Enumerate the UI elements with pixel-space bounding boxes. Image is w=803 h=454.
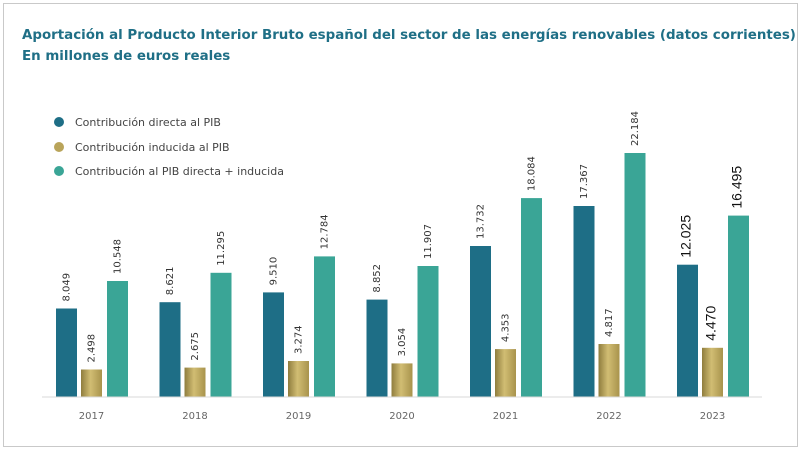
- bar-2020-series-2: [391, 363, 413, 397]
- chart-subtitle: En millones de euros reales: [22, 49, 231, 64]
- legend-marker-3: [54, 166, 64, 176]
- value-label-2022-series-2: 4.817: [604, 308, 615, 337]
- value-label-2019-series-3: 12.784: [320, 214, 331, 249]
- bar-2022-series-3: [624, 153, 646, 397]
- value-label-2022-series-1: 17.367: [579, 164, 590, 199]
- bar-2018-series-2: [184, 367, 206, 397]
- bar-2021-series-2: [495, 349, 516, 397]
- bar-2021-series-1: [470, 246, 491, 397]
- bar-2017-series-1: [56, 308, 77, 397]
- bar-2020-series-1: [366, 299, 388, 397]
- legend-label-3: Contribución al PIB directa + inducida: [75, 165, 284, 178]
- legend-label-2: Contribución inducida al PIB: [75, 141, 230, 154]
- x-tick-2020: 2020: [389, 411, 414, 422]
- bar-2023-series-3: [728, 215, 749, 397]
- bar-2021-series-3: [521, 198, 542, 397]
- bar-2018-series-1: [159, 302, 181, 397]
- value-label-2017-series-2: 2.498: [87, 334, 98, 363]
- value-label-2019-series-1: 9.510: [269, 257, 280, 286]
- value-label-2017-series-3: 10.548: [113, 239, 124, 274]
- x-tick-2018: 2018: [182, 411, 207, 422]
- value-label-2021-series-1: 13.732: [476, 204, 487, 239]
- value-label-2023-series-2: 4.470: [703, 306, 719, 341]
- value-label-2020-series-3: 11.907: [423, 224, 434, 259]
- value-label-2023-series-1: 12.025: [678, 215, 694, 258]
- chart-title: Aportación al Producto Interior Bruto es…: [22, 28, 796, 43]
- bar-2022-series-2: [598, 344, 620, 397]
- x-tick-2017: 2017: [79, 411, 104, 422]
- chart-title-block: Aportación al Producto Interior Bruto es…: [22, 25, 796, 67]
- value-label-2020-series-2: 3.054: [397, 328, 408, 357]
- legend: Contribución directa al PIB Contribución …: [54, 116, 284, 178]
- x-tick-2022: 2022: [596, 411, 621, 422]
- value-label-2018-series-3: 11.295: [216, 231, 227, 266]
- bar-2017-series-3: [107, 281, 128, 397]
- x-axis-ticks: 2017 2018 2019 2020 2021 2022 2023: [79, 411, 725, 422]
- value-label-2023-series-3: 16.495: [729, 166, 745, 209]
- bar-2023-series-1: [677, 264, 698, 397]
- bar-2019-series-1: [263, 292, 284, 397]
- bar-2019-series-2: [288, 361, 309, 397]
- value-label-2021-series-3: 18.084: [527, 156, 538, 191]
- bar-2022-series-1: [573, 206, 595, 397]
- value-label-2019-series-2: 3.274: [294, 325, 305, 354]
- value-label-2017-series-1: 8.049: [62, 273, 73, 302]
- legend-marker-2: [54, 142, 64, 152]
- x-tick-2021: 2021: [493, 411, 518, 422]
- value-label-2018-series-2: 2.675: [190, 332, 201, 361]
- x-tick-2019: 2019: [286, 411, 311, 422]
- bar-2019-series-3: [314, 256, 335, 397]
- value-label-2021-series-2: 4.353: [501, 313, 512, 342]
- legend-marker-1: [54, 117, 64, 127]
- x-tick-2023: 2023: [700, 411, 725, 422]
- value-label-2022-series-3: 22.184: [630, 111, 641, 146]
- bar-2023-series-2: [702, 347, 723, 397]
- value-label-2020-series-1: 8.852: [372, 264, 383, 293]
- bar-2018-series-3: [210, 272, 232, 397]
- bars: 8.049 2.498 10.548 8.621 2.675 11.295 9.510 3.2…: [56, 111, 749, 397]
- bar-2020-series-3: [417, 266, 439, 397]
- value-label-2018-series-1: 8.621: [165, 267, 176, 296]
- bar-2017-series-2: [81, 369, 102, 397]
- legend-label-1: Contribución directa al PIB: [75, 116, 221, 129]
